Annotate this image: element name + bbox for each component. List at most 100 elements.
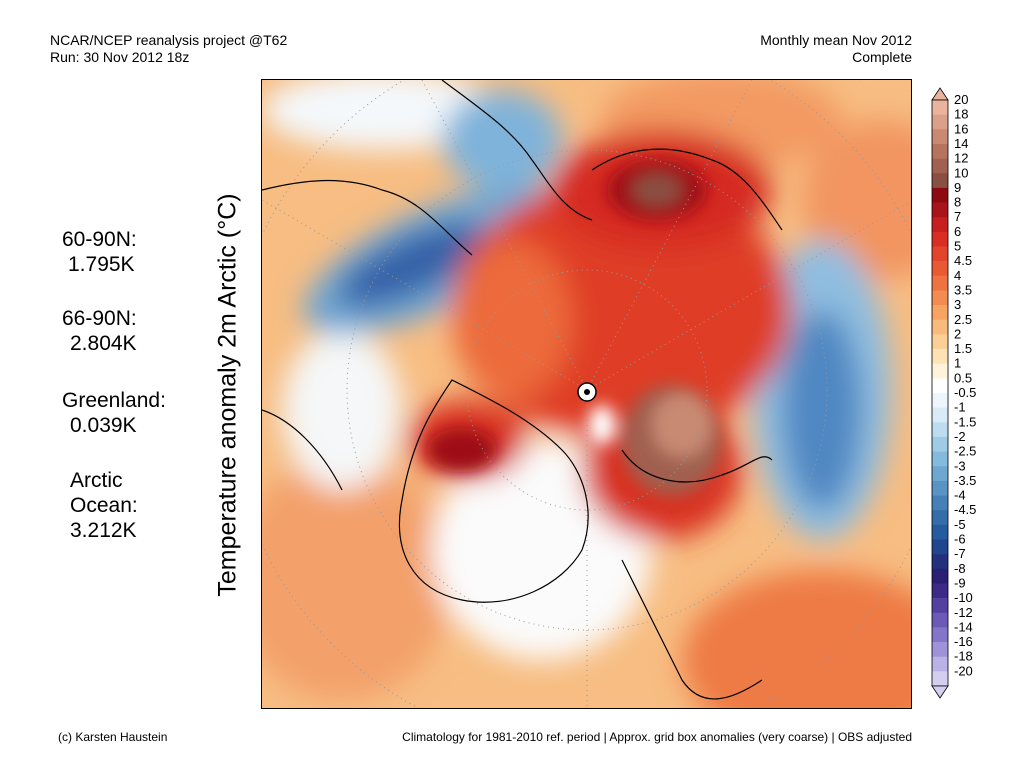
colorbar-level-label: -12 [954, 605, 973, 620]
north-pole-dot [584, 389, 590, 395]
map-svg [262, 80, 911, 708]
colorbar-swatch [932, 231, 948, 247]
coastlines [262, 80, 783, 700]
colorbar-swatch [932, 612, 948, 628]
colorbar-swatch [932, 275, 948, 291]
colorbar-swatch [932, 407, 948, 423]
map-title: Temperature anomaly 2m Arctic (°C) [213, 193, 242, 597]
colorbar-swatch [932, 305, 948, 321]
colorbar-swatch [932, 217, 948, 233]
colorbar-level-label: -10 [954, 590, 973, 605]
colorbar-swatch [932, 261, 948, 277]
colorbar-level-label: 4.5 [954, 253, 972, 268]
colorbar-swatch [932, 363, 948, 379]
colorbar-level-label: 2 [954, 326, 961, 341]
colorbar-level-label: 2.5 [954, 312, 972, 327]
stat-arctic-ocean: Arctic Ocean: 3.212K [70, 468, 138, 543]
colorbar-swatch [932, 100, 948, 115]
colorbar-level-label: -4.5 [954, 502, 976, 517]
colorbar-level-label: -8 [954, 561, 966, 576]
colorbar-level-label: -2.5 [954, 444, 976, 459]
colorbar-swatch [932, 319, 948, 335]
period-label: Monthly mean Nov 2012 [760, 32, 912, 48]
colorbar-swatch [932, 129, 948, 145]
colorbar-swatch [932, 143, 948, 159]
colorbar-swatch [932, 627, 948, 643]
colorbar-level-label: -3 [954, 458, 966, 473]
colorbar-swatch [932, 334, 948, 350]
colorbar-level-label: -7 [954, 546, 966, 561]
colorbar-swatch [932, 187, 948, 203]
anomaly-map [261, 79, 912, 709]
colorbar-level-label: 3 [954, 297, 961, 312]
colorbar-level-label: -4 [954, 488, 966, 503]
colorbar-swatch [932, 378, 948, 394]
colorbar-swatch [932, 422, 948, 438]
colorbar-min-arrow [931, 685, 949, 699]
colorbar-level-label: -16 [954, 634, 973, 649]
colorbar-level-label: 7 [954, 209, 961, 224]
colorbar-level-label: -1 [954, 400, 966, 415]
colorbar-level-label: 1 [954, 356, 961, 371]
colorbar-level-label: -2 [954, 429, 966, 444]
header-left: NCAR/NCEP reanalysis project @T62 Run: 3… [50, 32, 287, 66]
colorbar-swatch [932, 524, 948, 540]
stat-value: 1.795K [68, 253, 135, 276]
colorbar-level-label: -5 [954, 517, 966, 532]
colorbar-level-label: -3.5 [954, 473, 976, 488]
stat-label: Greenland: [62, 389, 166, 412]
colorbar-level-label: 4 [954, 268, 961, 283]
colorbar-swatch [932, 290, 948, 306]
run-label: Run: 30 Nov 2012 18z [50, 49, 190, 65]
colorbar-swatch [932, 539, 948, 555]
colorbar-swatch [932, 568, 948, 584]
colorbar-swatch [932, 656, 948, 672]
colorbar-swatch [932, 642, 948, 657]
stat-value: 3.212K [70, 519, 137, 542]
colorbar-level-label: 6 [954, 224, 961, 239]
stat-60-90n: 60-90N: 1.795K [62, 227, 137, 277]
anomaly-field [262, 80, 911, 708]
colorbar-swatch [932, 202, 948, 218]
map-title-wrap: Temperature anomaly 2m Arctic (°C) [196, 80, 260, 710]
footer-credit: (c) Karsten Haustein [58, 730, 168, 744]
colorbar-swatch [932, 598, 948, 614]
stat-66-90n: 66-90N: 2.804K [62, 306, 137, 356]
anomaly-peaks [427, 160, 722, 495]
colorbar-swatch [932, 114, 948, 130]
colorbar-level-label: 14 [954, 136, 968, 151]
colorbar-swatch [932, 436, 948, 452]
colorbar-level-label: 9 [954, 180, 961, 195]
stat-label: Arctic [70, 469, 123, 492]
colorbar-level-label: 18 [954, 107, 968, 122]
colorbar-level-label: -6 [954, 532, 966, 547]
dataset-label: NCAR/NCEP reanalysis project @T62 [50, 32, 288, 48]
stat-label: 66-90N: [62, 307, 137, 330]
colorbar-level-label: -1.5 [954, 414, 976, 429]
colorbar-level-label: -14 [954, 619, 973, 634]
colorbar-level-label: -9 [954, 575, 966, 590]
colorbar-swatch [932, 583, 948, 599]
colorbar-swatch [932, 510, 948, 526]
completeness-label: Complete [852, 49, 912, 65]
colorbar-level-label: -18 [954, 649, 973, 664]
colorbar-swatch [932, 495, 948, 511]
colorbar-swatch [932, 173, 948, 189]
stat-value: 0.039K [70, 414, 137, 437]
stat-greenland: Greenland: 0.039K [62, 388, 166, 438]
colorbar-level-label: 20 [954, 92, 968, 107]
colorbar-level-label: -0.5 [954, 385, 976, 400]
colorbar-swatch [932, 466, 948, 482]
colorbar-level-label: 12 [954, 151, 968, 166]
colorbar-level-label: 1.5 [954, 341, 972, 356]
header-right: Monthly mean Nov 2012 Complete [760, 32, 912, 66]
colorbar: 20 18 16 14 12 10 9 8 7 6 5 4.5 4 3.5 3 2.5 2 1.5 1 0.5 -0.5… [930, 86, 1000, 706]
colorbar-level-label: 5 [954, 239, 961, 254]
colorbar-level-label: 0.5 [954, 370, 972, 385]
colorbar-swatch [932, 349, 948, 364]
colorbar-swatch [932, 246, 948, 262]
graticule [262, 80, 911, 708]
colorbar-svg: 201816141210987654.543.532.521.510.5-0.5… [931, 87, 976, 699]
colorbar-swatch [932, 158, 948, 174]
colorbar-level-label: 8 [954, 195, 961, 210]
